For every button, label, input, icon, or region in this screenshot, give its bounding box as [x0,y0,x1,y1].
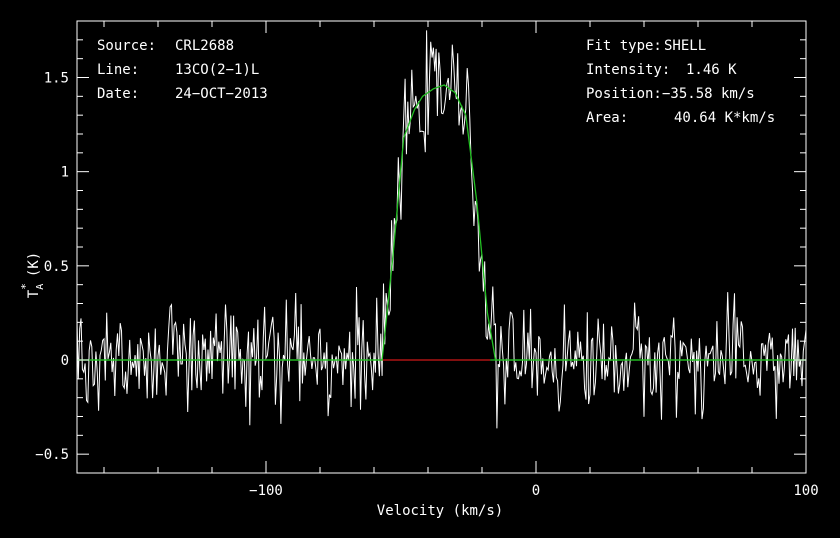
line-value: 13CO(2−1)L [175,62,259,78]
intensity-label: Intensity: [586,62,670,78]
date-value: 24−OCT−2013 [175,86,268,102]
area-value: 40.64 K*km/s [674,110,775,126]
y-tick-label: 0 [61,353,69,369]
plot-area [76,30,807,429]
date-label: Date: [97,86,139,102]
source-value: CRL2688 [175,38,234,54]
axes: −100 0 100 −0.5 0 0.5 1 1.5 [35,20,819,499]
y-axis-label-unit: (K) [26,252,42,277]
source-label: Source: [97,38,156,54]
header-info-right: Fit type: SHELL Intensity: 1.46 K Positi… [586,38,775,126]
x-axis-label: Velocity (km/s) [377,503,503,519]
area-label: Area: [586,110,628,126]
y-tick-label: −0.5 [35,447,69,463]
fit-type-value: SHELL [664,38,706,54]
svg-text:TA*(K): TA* (K) [19,252,46,298]
y-tick-label: 1 [61,165,69,181]
y-tick-label: 0.5 [44,259,69,275]
y-axis-label: TA* (K) [19,252,46,298]
position-label: Position: [586,86,662,102]
spectrum-line [76,30,807,429]
position-value: −35.58 km/s [662,86,755,102]
x-tick-label: −100 [249,483,283,499]
y-axis-label-sup: * [19,283,32,290]
y-tick-label: 1.5 [44,71,69,87]
y-axis-label-sub: A [35,284,46,290]
shell-fit-line [77,84,806,361]
x-tick-label: 0 [532,483,540,499]
y-axis-label-main: T [26,289,42,298]
intensity-value: 1.46 K [686,62,737,78]
x-tick-label: 100 [793,483,818,499]
fit-type-label: Fit type: [586,38,662,54]
header-info-left: Source: CRL2688 Line: 13CO(2−1)L Date: 2… [97,38,268,102]
line-label: Line: [97,62,139,78]
